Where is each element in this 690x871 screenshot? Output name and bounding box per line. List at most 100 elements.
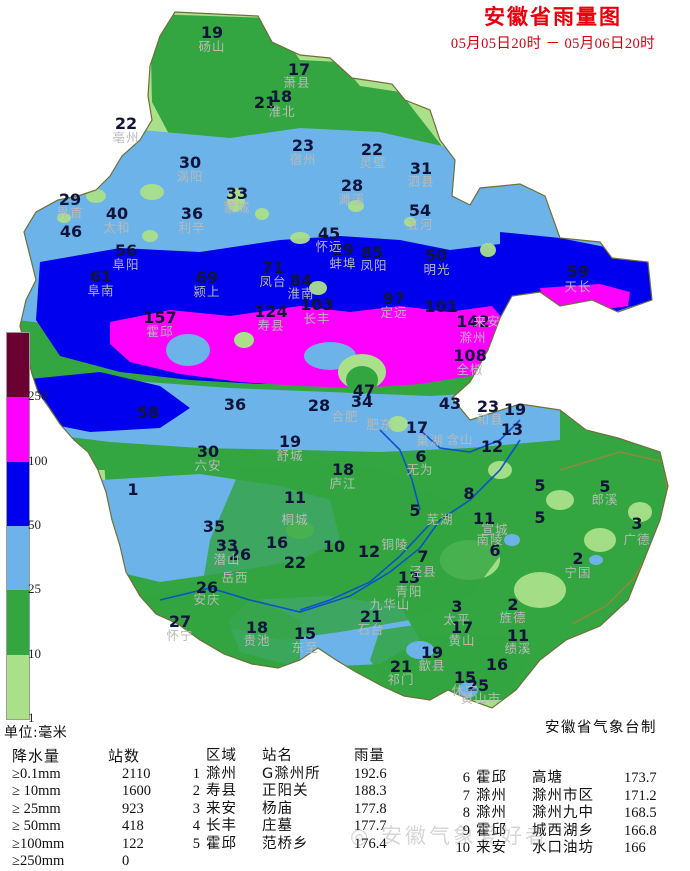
station-value: 31: [409, 159, 433, 178]
station-value: 54: [408, 201, 432, 220]
table-row: ≥100mm 122: [12, 836, 208, 854]
station-value: 71: [261, 258, 285, 277]
station-value: 22: [360, 140, 384, 159]
city-label: 旌德: [499, 609, 527, 625]
stats-count: 1600: [122, 783, 151, 799]
table-row: 5 霍邱 范桥乡 176.4: [178, 836, 414, 854]
rainfall-contour-svg: [19, 11, 669, 709]
stats-header-amount: 降水量: [12, 747, 61, 765]
city-label: 定远: [380, 304, 408, 320]
table-header-row: 降水量 站数: [12, 747, 208, 766]
station-value: 5: [409, 501, 421, 520]
station-value: 15: [453, 668, 477, 687]
city-label: 休宁: [451, 682, 479, 698]
city-label: 怀远: [315, 238, 343, 254]
station-value: 22: [283, 553, 307, 572]
rank-cell: 8: [462, 805, 470, 821]
legend-tick: 10: [28, 645, 41, 661]
station-cell: 滁州九中: [532, 805, 594, 821]
city-label: 郎溪: [591, 491, 619, 507]
map-header: 安徽省雨量图 05月05日20时 － 05月06日20时: [420, 4, 686, 53]
station-value: 3: [451, 597, 463, 616]
station-value: 19: [420, 643, 444, 662]
city-label: 九华山: [369, 596, 411, 612]
region-cell: 滁州: [206, 765, 237, 782]
city-label: 灵璧: [359, 154, 387, 170]
city-label: 太和: [103, 219, 131, 235]
table-row: 7 滁州 滁州市区 171.2: [448, 788, 684, 806]
region-header: 区域: [206, 748, 237, 764]
station-value: 108: [453, 346, 487, 365]
city-label: 泗县: [407, 173, 435, 189]
city-label: 寿县: [257, 317, 285, 333]
station-cell: 杨庙: [262, 800, 293, 817]
station-cell: 城西湖乡: [532, 822, 594, 839]
station-value: 7: [417, 547, 429, 566]
station-value: 16: [265, 533, 289, 552]
region-cell: 长丰: [206, 818, 237, 834]
city-label: 含山: [446, 431, 474, 447]
city-label: 潜山: [213, 551, 241, 567]
table-row: ≥ 25mm 923: [12, 801, 208, 819]
province-boundary: [19, 11, 669, 709]
city-label: 萧县: [283, 74, 311, 90]
station-value: 12: [357, 542, 381, 561]
stats-amount: ≥ 50mm: [12, 818, 61, 834]
station-value: 43: [438, 394, 462, 413]
station-value: 59: [566, 262, 590, 281]
station-value: 17: [405, 418, 429, 437]
top-stations-table-left: 区域 站名 雨量 1 滁州 G滁州所 192.6 2 寿县 正阳关 188.3 3 来安 杨庙 177…: [178, 748, 414, 853]
station-value: 11: [506, 626, 530, 645]
legend-unit-label: 单位:毫米: [4, 725, 68, 741]
station-value: 11: [283, 488, 307, 507]
city-label: 界首: [56, 204, 84, 220]
city-label: 肥东: [366, 416, 394, 432]
legend-tick: 25: [28, 581, 41, 597]
station-value: 15: [293, 624, 317, 643]
rank-cell: 10: [455, 840, 471, 856]
city-label: 东至: [291, 639, 319, 655]
station-value: 22: [114, 114, 138, 133]
station-value: 5: [599, 477, 611, 496]
station-value: 10: [322, 537, 346, 556]
station-value: 34: [350, 392, 374, 411]
city-label: 濉溪: [338, 191, 366, 207]
region-cell: 来安: [206, 800, 237, 817]
legend-tick: 100: [28, 452, 48, 468]
rainfall-map[interactable]: 19 17 18 21 22 23 22 31 30 28 33 29 40 36 46 54 45 29 85 50…: [0, 0, 690, 725]
stats-count: 0: [122, 853, 130, 869]
legend-segment: [7, 590, 29, 655]
city-label: 亳州: [112, 129, 140, 145]
station-value: 157: [143, 308, 177, 327]
city-label: 舒城: [276, 447, 304, 463]
station-value: 18: [269, 87, 293, 106]
city-label: 滁州: [459, 329, 487, 345]
station-value: 101: [424, 297, 458, 316]
table-row: ≥0.1mm 2110: [12, 766, 208, 784]
city-label: 长丰: [303, 310, 331, 326]
legend-segment: [7, 525, 29, 591]
value-cell: 168.5: [624, 805, 657, 821]
city-label: 贵池: [243, 632, 271, 648]
city-label: 阜南: [87, 282, 115, 298]
station-value: 45: [317, 224, 341, 243]
station-value: 29: [58, 190, 82, 209]
stats-amount: ≥ 10mm: [12, 783, 61, 799]
stats-count: 923: [122, 800, 144, 817]
station-value: 29: [331, 240, 355, 259]
table-row: ≥ 50mm 418: [12, 818, 208, 836]
city-label: 宣城: [481, 521, 509, 537]
stats-amount: ≥0.1mm: [12, 765, 61, 782]
city-label: 明光: [423, 261, 451, 277]
station-value: 33: [225, 184, 249, 203]
city-label: 无为: [406, 461, 434, 477]
rank-cell: 5: [192, 835, 200, 852]
city-label: 涡阳: [176, 168, 204, 184]
city-label: 蒙城: [223, 199, 251, 215]
city-label: 霍邱: [146, 323, 174, 339]
city-label: 芜湖: [426, 511, 454, 527]
table-row: 10 来安 水口油坊 166: [448, 840, 684, 858]
station-value: 18: [245, 618, 269, 637]
station-value: 61: [89, 267, 113, 286]
city-label: 凤阳: [360, 257, 388, 273]
